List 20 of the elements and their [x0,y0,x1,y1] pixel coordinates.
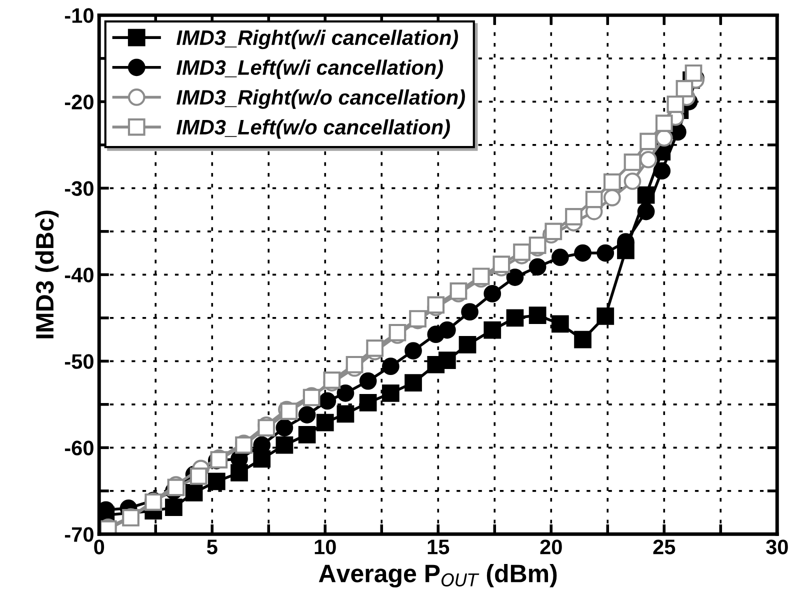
x-tick-label: 10 [314,540,336,554]
y-tick-label: -70 [64,527,94,542]
y-tick-label: -30 [64,181,94,196]
x-axis-title: Average P$_{OUT}$ (dBm) [318,564,557,588]
y-tick-label: -50 [64,354,94,369]
y-tick-label: -10 [64,8,94,23]
x-tick-label: 25 [653,540,676,554]
y-tick-label: -40 [64,268,94,282]
legend-label: IMD3_Right(w/i cancellation) [176,30,458,50]
x-tick-label: 0 [94,540,104,554]
x-tick-label: 5 [206,540,218,554]
legend-label: IMD3_Right(w/o cancellation) [176,89,465,109]
x-tick-label: 20 [540,540,562,554]
x-tick-label: 15 [428,540,450,554]
legend-label: IMD3_Left(w/i cancellation) [176,60,444,80]
x-tick-label: 30 [766,540,788,554]
y-axis-title: IMD3 (dBc) [35,210,59,338]
y-tick-label: -60 [64,440,94,456]
legend-label: IMD3_Left(w/o cancellation) [176,119,450,139]
y-tick-label: -20 [64,94,94,110]
